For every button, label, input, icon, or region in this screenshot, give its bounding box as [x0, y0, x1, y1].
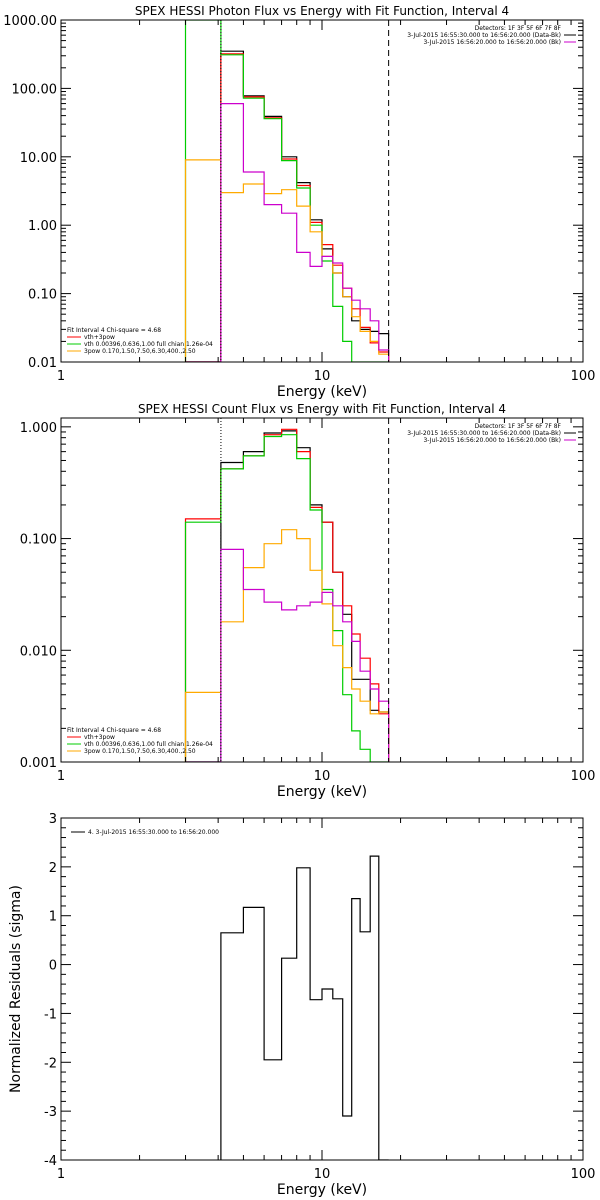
- y-tick-label: -1: [44, 1007, 57, 1022]
- x-axis-label-3: Energy (keV): [277, 1182, 367, 1198]
- y-tick-label: 0.001: [20, 756, 57, 771]
- legend-left-entry: 3pow 0.170,1.50,7.50,6.30,400.,2.50: [84, 748, 196, 755]
- legend-left-entry: Fit Interval 4 Chi-square = 4.68: [67, 727, 161, 734]
- y-tick-label: -2: [44, 1056, 57, 1071]
- x-tick-label: 100: [571, 369, 596, 384]
- x-axis-label-1: Energy (keV): [277, 384, 367, 400]
- legend-left-entry: vth 0.00396,0.636,1.00 full chian 1.26e-…: [84, 741, 213, 748]
- y-tick-label: 0: [49, 959, 57, 974]
- x-tick-label: 10: [314, 369, 331, 384]
- y-tick-label: 0.100: [20, 533, 57, 548]
- x-tick-label: 1: [57, 769, 65, 784]
- x-tick-label: 1: [57, 369, 65, 384]
- series-4-plot-2: [184, 529, 390, 762]
- y-tick-label: 1: [49, 910, 57, 925]
- legend-left-entry: 3pow 0.170,1.50,7.50,6.30,400.,2.50: [84, 348, 196, 355]
- y-tick-label: 100.00: [12, 82, 58, 97]
- legend-left-entry: Fit Interval 4 Chi-square = 4.68: [67, 327, 161, 334]
- legend-right-entry: 3-Jul-2015 16:56:20.000 to 16:56:20.000 …: [423, 39, 561, 46]
- series-1-plot-3: [220, 855, 389, 1160]
- x-tick-label: 100: [571, 769, 596, 784]
- y-axis-label-3: Normalized Residuals (sigma): [8, 885, 24, 1093]
- y-tick-label: 0.10: [28, 288, 57, 303]
- series-3-plot-1: [184, 20, 389, 362]
- series-2-plot-2: [184, 428, 390, 762]
- y-tick-label: 0.010: [20, 644, 57, 659]
- y-tick-label: 2: [49, 861, 57, 876]
- y-tick-label: -3: [44, 1105, 57, 1120]
- y-tick-label: 1.000: [20, 421, 57, 436]
- y-tick-label: -4: [44, 1154, 57, 1169]
- x-tick-label: 1: [57, 1167, 65, 1182]
- x-tick-label: 10: [314, 1167, 331, 1182]
- y-tick-label: 3: [49, 812, 57, 827]
- legend-left-entry: vth 0.00396,0.636,1.00 full chian 1.26e-…: [84, 341, 213, 348]
- y-tick-label: 0.01: [28, 356, 57, 371]
- y-tick-label: 1000.00: [3, 14, 57, 29]
- legend-left-entry: vth+3pow: [84, 334, 115, 341]
- series-4-plot-1: [184, 159, 390, 362]
- plot-title-1: SPEX HESSI Photon Flux vs Energy with Fi…: [135, 4, 509, 18]
- series-5-plot-2: [185, 548, 390, 762]
- y-tick-label: 1.00: [28, 219, 57, 234]
- x-tick-label: 10: [314, 769, 331, 784]
- y-tick-label: 10.00: [20, 151, 57, 166]
- series-3-plot-2: [184, 434, 389, 762]
- legend-left-entry: vth+3pow: [84, 734, 115, 741]
- series-1-plot-2: [185, 430, 390, 762]
- plot-title-2: SPEX HESSI Count Flux vs Energy with Fit…: [138, 402, 506, 416]
- legend-right-entry: 3-Jul-2015 16:55:30.000 to 16:56:20.000 …: [407, 32, 561, 39]
- legend-left-entry: 4. 3-Jul-2015 16:55:30.000 to 16:56:20.0…: [88, 829, 219, 836]
- series-2-plot-1: [185, 53, 390, 362]
- legend-right-entry: 3-Jul-2015 16:56:20.000 to 16:56:20.000 …: [423, 437, 561, 444]
- x-axis-label-2: Energy (keV): [277, 784, 367, 800]
- legend-right-entry: Detectors: 1F 3F 5F 6F 7F 8F: [475, 25, 562, 32]
- plot-frame-1: [60, 19, 584, 363]
- series-1-plot-1: [185, 50, 390, 362]
- series-5-plot-1: [185, 103, 390, 362]
- legend-right-entry: 3-Jul-2015 16:55:30.000 to 16:56:20.000 …: [407, 430, 561, 437]
- x-tick-label: 100: [571, 1167, 596, 1182]
- legend-right-entry: Detectors: 1F 3F 5F 6F 7F 8F: [475, 423, 562, 430]
